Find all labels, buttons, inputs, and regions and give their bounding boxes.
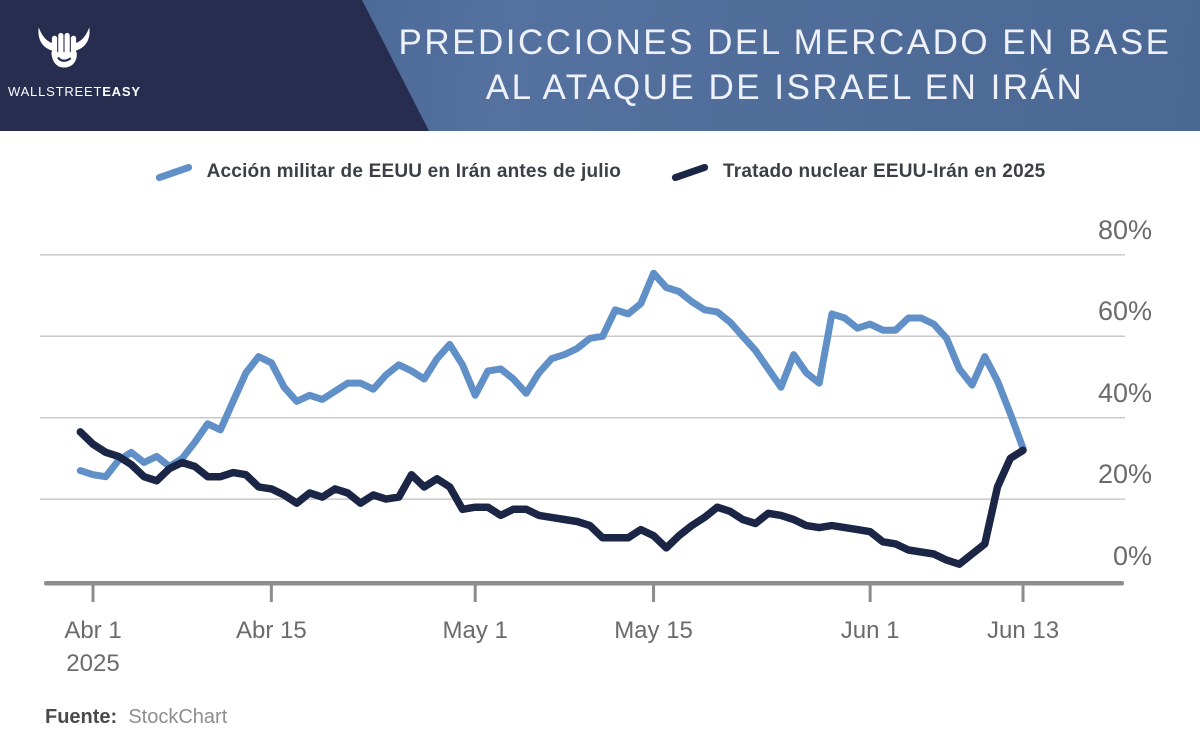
series-line-0 — [76, 269, 1027, 481]
wordmark-regular: WALLSTREET — [8, 84, 103, 99]
legend-label: Acción militar de EEUU en Irán antes de … — [206, 161, 622, 182]
brand-block: WALLSTREETEASY — [8, 22, 140, 99]
legend-item-military-action: Acción militar de EEUU en Irán antes de … — [154, 161, 622, 183]
page-title: PREDICCIONES DEL MERCADO EN BASE AL ATAQ… — [398, 0, 1172, 131]
x-axis-tick — [652, 584, 656, 602]
x-axis-tick — [868, 584, 872, 602]
x-axis-tick — [473, 584, 477, 602]
x-axis-tick — [91, 584, 95, 602]
chart-legend: Acción militar de EEUU en Irán antes de … — [0, 152, 1200, 192]
title-line-1: PREDICCIONES DEL MERCADO EN BASE — [398, 22, 1172, 62]
source-note: Fuente: StockChart — [45, 706, 227, 729]
brand-panel — [0, 0, 429, 131]
source-label: Fuente: — [45, 706, 118, 728]
x-axis-tick — [1021, 584, 1025, 602]
x-axis-tick — [269, 584, 273, 602]
bull-logo-icon — [38, 27, 90, 68]
title-line-2: AL ATAQUE DE ISRAEL EN IRÁN — [485, 67, 1085, 107]
wordmark-bold: EASY — [102, 84, 141, 99]
series-line-1 — [76, 428, 1027, 568]
brand-wordmark: WALLSTREETEASY — [8, 84, 140, 99]
source-name: StockChart — [128, 706, 228, 728]
legend-item-nuclear-treaty: Tratado nuclear EEUU-Irán en 2025 — [670, 161, 1046, 183]
header: WALLSTREETEASY PREDICCIONES DEL MERCADO … — [0, 0, 1200, 131]
x-axis-line — [44, 581, 1124, 586]
legend-label: Tratado nuclear EEUU-Irán en 2025 — [723, 161, 1046, 182]
